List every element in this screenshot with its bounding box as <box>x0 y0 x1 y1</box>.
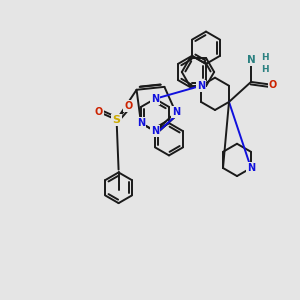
Text: H: H <box>261 53 268 62</box>
Text: N: N <box>197 81 205 91</box>
Text: N: N <box>172 107 180 117</box>
Text: N: N <box>247 163 255 173</box>
Text: N: N <box>137 118 145 128</box>
Text: N: N <box>247 55 255 65</box>
Text: H: H <box>261 65 268 74</box>
Text: S: S <box>112 115 121 125</box>
Text: O: O <box>94 107 103 117</box>
Text: O: O <box>269 80 277 90</box>
Text: O: O <box>124 101 133 111</box>
Text: N: N <box>151 126 159 136</box>
Text: N: N <box>151 94 159 104</box>
